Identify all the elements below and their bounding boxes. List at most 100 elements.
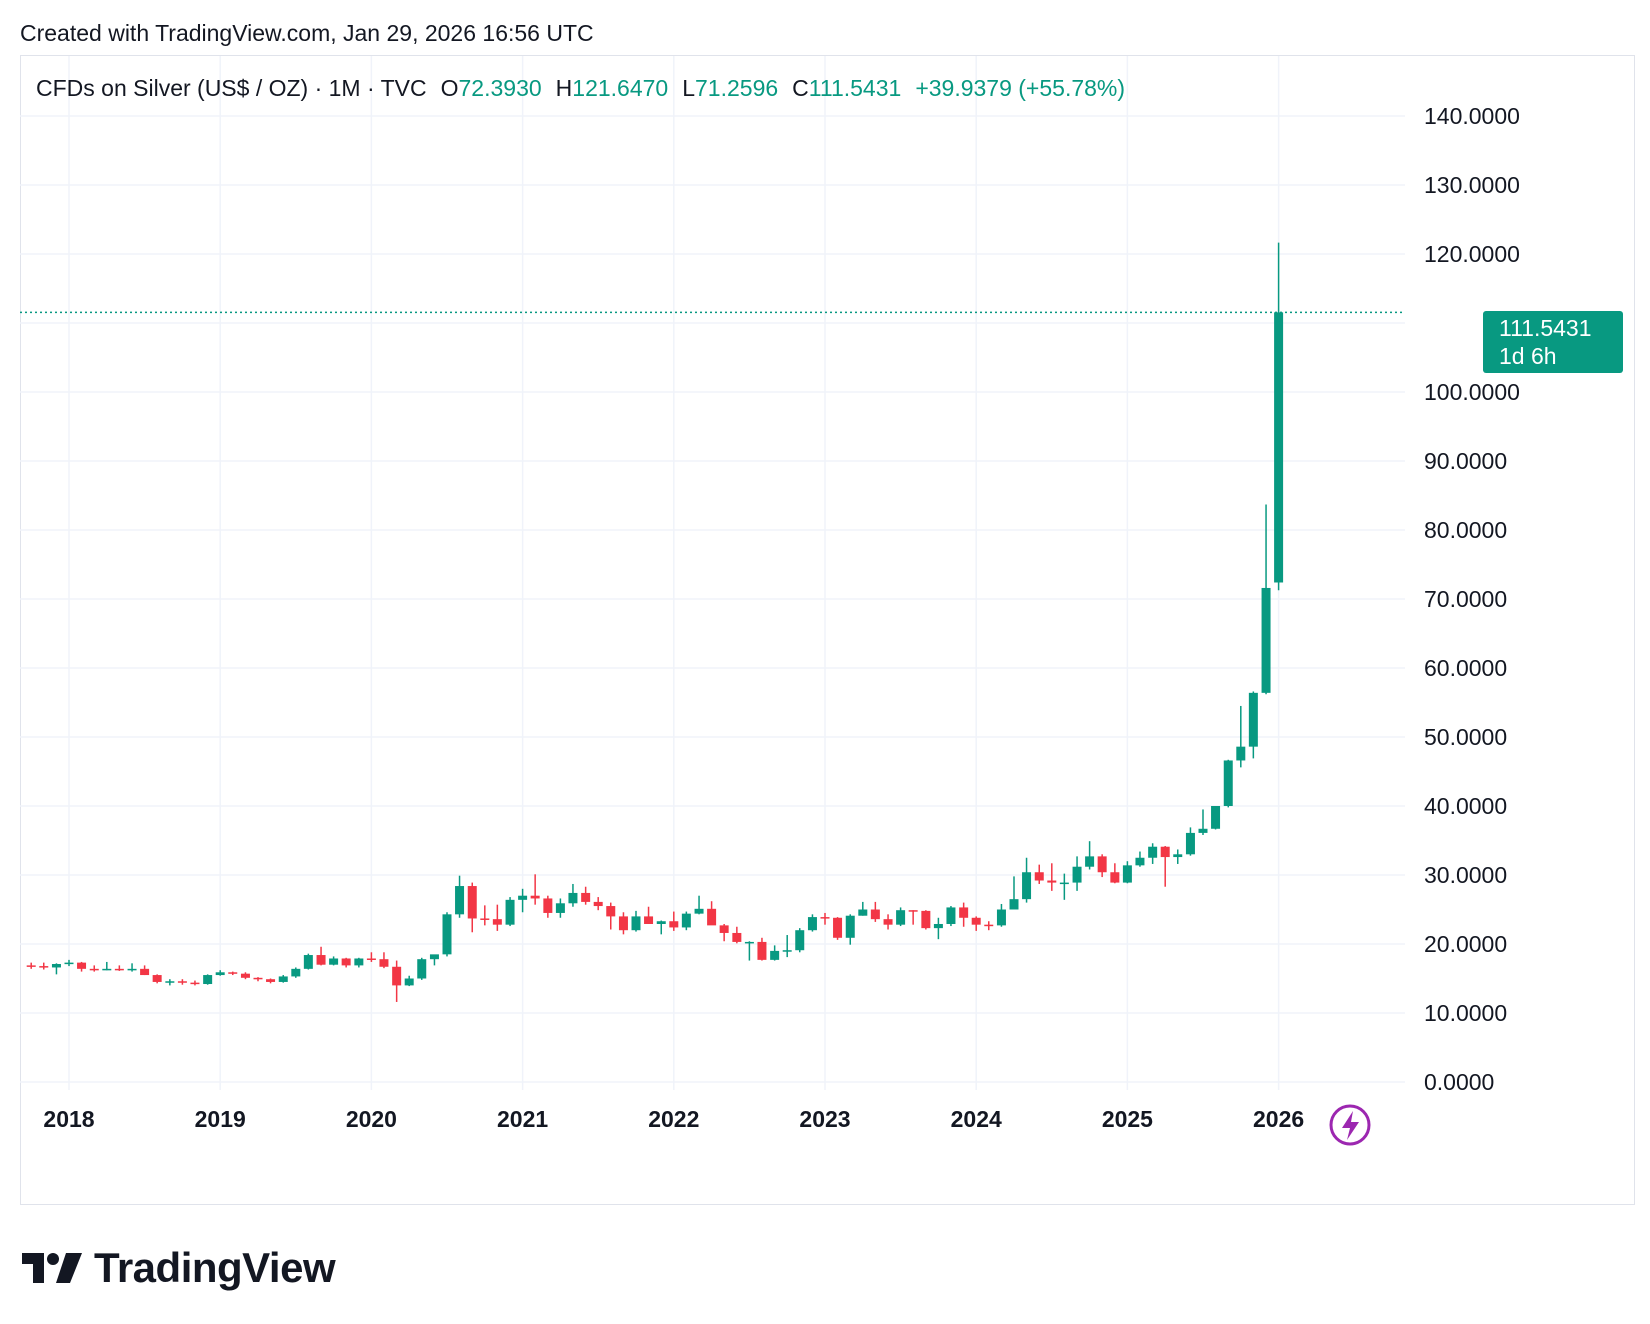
candle-body[interactable] xyxy=(240,973,250,978)
candle-body[interactable] xyxy=(984,924,994,927)
candle-body[interactable] xyxy=(266,979,276,982)
candle-body[interactable] xyxy=(1034,872,1044,881)
tradingview-logo[interactable]: TradingView xyxy=(22,1244,336,1292)
candle-body[interactable] xyxy=(858,909,868,916)
candle-body[interactable] xyxy=(51,964,61,968)
candle-body[interactable] xyxy=(518,895,528,900)
candle-body[interactable] xyxy=(1110,872,1120,883)
candle-body[interactable] xyxy=(933,923,943,929)
candle-body[interactable] xyxy=(190,982,200,985)
candle-body[interactable] xyxy=(896,910,906,925)
candle-body[interactable] xyxy=(782,950,792,952)
candle-body[interactable] xyxy=(1223,760,1233,806)
candle-body[interactable] xyxy=(971,917,981,925)
candle-body[interactable] xyxy=(303,955,313,969)
candle-body[interactable] xyxy=(744,941,754,944)
candle-body[interactable] xyxy=(946,907,956,924)
candle-body[interactable] xyxy=(1059,882,1069,885)
candle-body[interactable] xyxy=(404,978,414,986)
candle-body[interactable] xyxy=(165,981,175,983)
candle-body[interactable] xyxy=(1160,846,1170,858)
candle-body[interactable] xyxy=(1047,880,1057,883)
candle-body[interactable] xyxy=(140,968,150,976)
candle-body[interactable] xyxy=(845,915,855,938)
candle-body[interactable] xyxy=(719,925,729,933)
candle-body[interactable] xyxy=(77,962,87,969)
candle-body[interactable] xyxy=(442,914,452,955)
candle-body[interactable] xyxy=(215,972,225,976)
candle-body[interactable] xyxy=(908,910,918,912)
candle-body[interactable] xyxy=(1148,846,1158,858)
candle-body[interactable] xyxy=(807,917,817,931)
candle-body[interactable] xyxy=(102,968,112,971)
candle-body[interactable] xyxy=(429,954,439,960)
candle-body[interactable] xyxy=(707,908,717,926)
candle-body[interactable] xyxy=(354,958,364,966)
candle-body[interactable] xyxy=(480,918,490,920)
candle-body[interactable] xyxy=(417,959,427,979)
candle-body[interactable] xyxy=(1198,828,1208,833)
candle-body[interactable] xyxy=(455,886,465,915)
candle-body[interactable] xyxy=(127,968,137,971)
candle-body[interactable] xyxy=(694,908,704,914)
candle-body[interactable] xyxy=(253,977,263,980)
candle-body[interactable] xyxy=(757,941,767,960)
candle-body[interactable] xyxy=(39,966,49,968)
candle-body[interactable] xyxy=(203,975,213,985)
candle-body[interactable] xyxy=(316,955,326,965)
candle-body[interactable] xyxy=(921,910,931,929)
candle-body[interactable] xyxy=(1122,865,1132,883)
candle-body[interactable] xyxy=(1185,832,1195,855)
candle-body[interactable] xyxy=(177,981,187,983)
candle-body[interactable] xyxy=(1135,857,1145,866)
candle-body[interactable] xyxy=(114,968,124,971)
candle-body[interactable] xyxy=(681,913,691,928)
candle-body[interactable] xyxy=(530,895,540,899)
candle-body[interactable] xyxy=(1236,746,1246,761)
candle-body[interactable] xyxy=(467,886,477,919)
candle-body[interactable] xyxy=(833,917,843,938)
candle-body[interactable] xyxy=(1022,872,1032,900)
candle-body[interactable] xyxy=(996,909,1006,926)
candle-body[interactable] xyxy=(770,950,780,960)
candle-body[interactable] xyxy=(795,930,805,951)
candle-body[interactable] xyxy=(1261,587,1271,693)
candle-body[interactable] xyxy=(152,975,162,982)
candle-body[interactable] xyxy=(555,903,565,913)
candle-body[interactable] xyxy=(618,916,628,931)
candle-body[interactable] xyxy=(543,898,553,913)
candle-body[interactable] xyxy=(1085,856,1095,867)
candle-body[interactable] xyxy=(883,919,893,925)
lightning-icon[interactable] xyxy=(1329,1104,1371,1146)
candle-body[interactable] xyxy=(593,901,603,907)
candle-body[interactable] xyxy=(64,962,74,965)
candle-body[interactable] xyxy=(820,917,830,919)
candle-body[interactable] xyxy=(291,968,301,977)
candle-body[interactable] xyxy=(568,892,578,904)
candle-body[interactable] xyxy=(1009,899,1019,910)
candle-body[interactable] xyxy=(606,906,616,917)
candle-body[interactable] xyxy=(631,916,641,931)
candle-body[interactable] xyxy=(329,958,339,965)
candle-body[interactable] xyxy=(228,972,238,974)
candle-body[interactable] xyxy=(669,921,679,928)
candle-body[interactable] xyxy=(366,958,376,960)
candle-body[interactable] xyxy=(492,919,502,925)
candle-body[interactable] xyxy=(278,976,288,982)
candle-body[interactable] xyxy=(644,916,654,924)
candle-body[interactable] xyxy=(656,921,666,924)
candle-body[interactable] xyxy=(379,959,389,967)
candle-body[interactable] xyxy=(392,966,402,986)
candle-body[interactable] xyxy=(1173,854,1183,858)
candle-body[interactable] xyxy=(959,907,969,918)
candle-body[interactable] xyxy=(505,899,515,925)
candle-body[interactable] xyxy=(1072,866,1082,883)
candle-body[interactable] xyxy=(870,909,880,920)
candle-body[interactable] xyxy=(1274,312,1284,583)
last-price-tag[interactable]: 111.5431 1d 6h xyxy=(1483,311,1623,373)
candle-body[interactable] xyxy=(1097,856,1107,873)
candle-body[interactable] xyxy=(1248,692,1258,747)
candle-body[interactable] xyxy=(732,932,742,942)
candle-body[interactable] xyxy=(581,892,591,902)
candle-body[interactable] xyxy=(89,968,99,971)
